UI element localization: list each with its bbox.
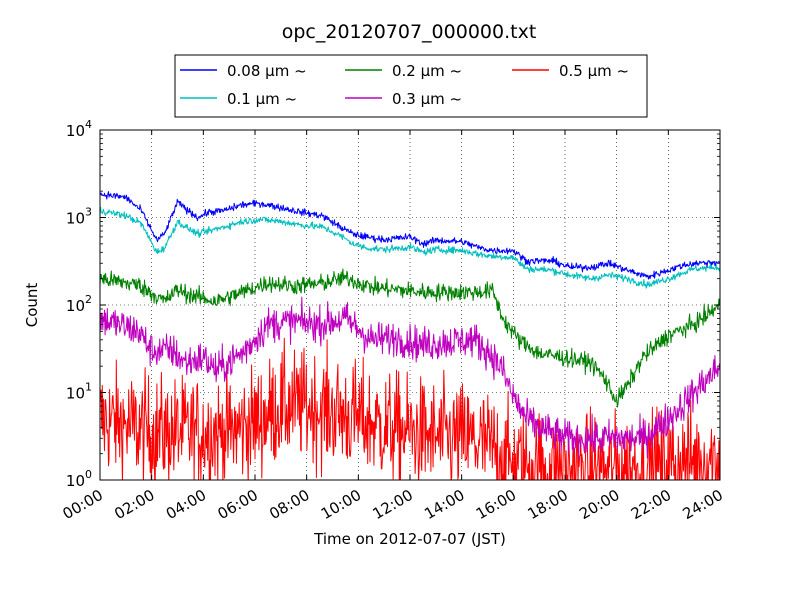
series-line-0 <box>100 191 720 280</box>
y-tick-label: 102 <box>66 293 92 315</box>
legend: 0.08 μm ~ 0.1 μm ~ 0.2 μm ~ 0.3 μm ~ 0.5 μm … <box>174 54 648 118</box>
y-tick-labels: 100 101 102 103 104 <box>66 118 92 490</box>
legend-label: 0.1 μm ~ <box>227 90 297 108</box>
ticks <box>99 129 721 481</box>
legend-box <box>174 54 648 118</box>
series-layer <box>100 191 720 480</box>
y-tick-label: 103 <box>66 206 92 228</box>
series-line-2 <box>100 268 720 408</box>
y-tick-label: 104 <box>66 118 92 140</box>
y-axis-label: Count <box>23 283 41 328</box>
legend-label: 0.2 μm ~ <box>392 62 462 80</box>
series-line-4 <box>100 337 720 480</box>
legend-label: 0.3 μm ~ <box>392 90 462 108</box>
legend-label: 0.5 μm ~ <box>559 62 629 80</box>
series-line-3 <box>100 296 720 461</box>
y-tick-label: 101 <box>66 381 92 403</box>
series-line-1 <box>100 206 720 289</box>
grid <box>100 130 720 480</box>
legend-label: 0.08 μm ~ <box>227 62 307 80</box>
chart-title: opc_20120707_000000.txt <box>282 21 537 43</box>
x-axis-label: Time on 2012-07-07 (JST) <box>313 530 506 548</box>
y-tick-label: 100 <box>66 468 92 490</box>
